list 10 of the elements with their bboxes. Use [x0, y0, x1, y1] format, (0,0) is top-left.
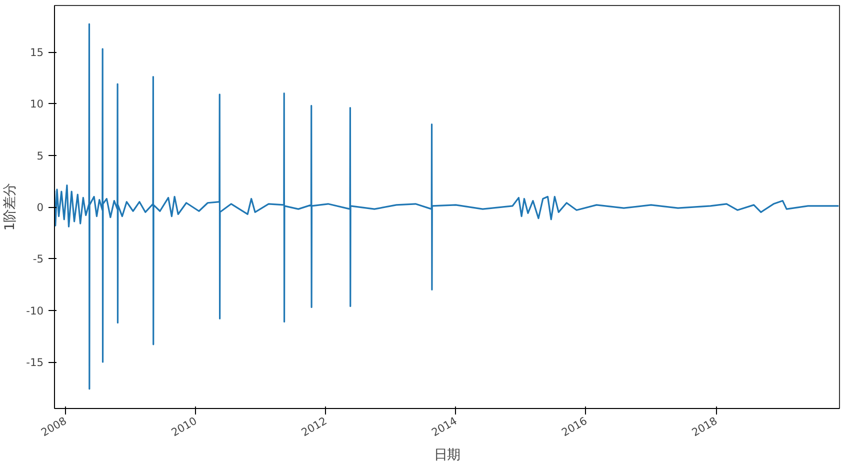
y-tick-label: -10	[26, 304, 44, 318]
y-tick-label: 10	[30, 98, 44, 111]
y-tick-label: 15	[30, 46, 44, 59]
y-tick-label: -5	[32, 252, 44, 266]
y-tick-label: 0	[36, 201, 44, 214]
x-axis-title: 日期	[434, 448, 460, 463]
y-tick-label: -15	[26, 356, 44, 369]
line-series	[54, 23, 840, 390]
y-axis-title: 1阶差分	[3, 183, 18, 231]
y-tick-label: 5	[36, 149, 44, 162]
